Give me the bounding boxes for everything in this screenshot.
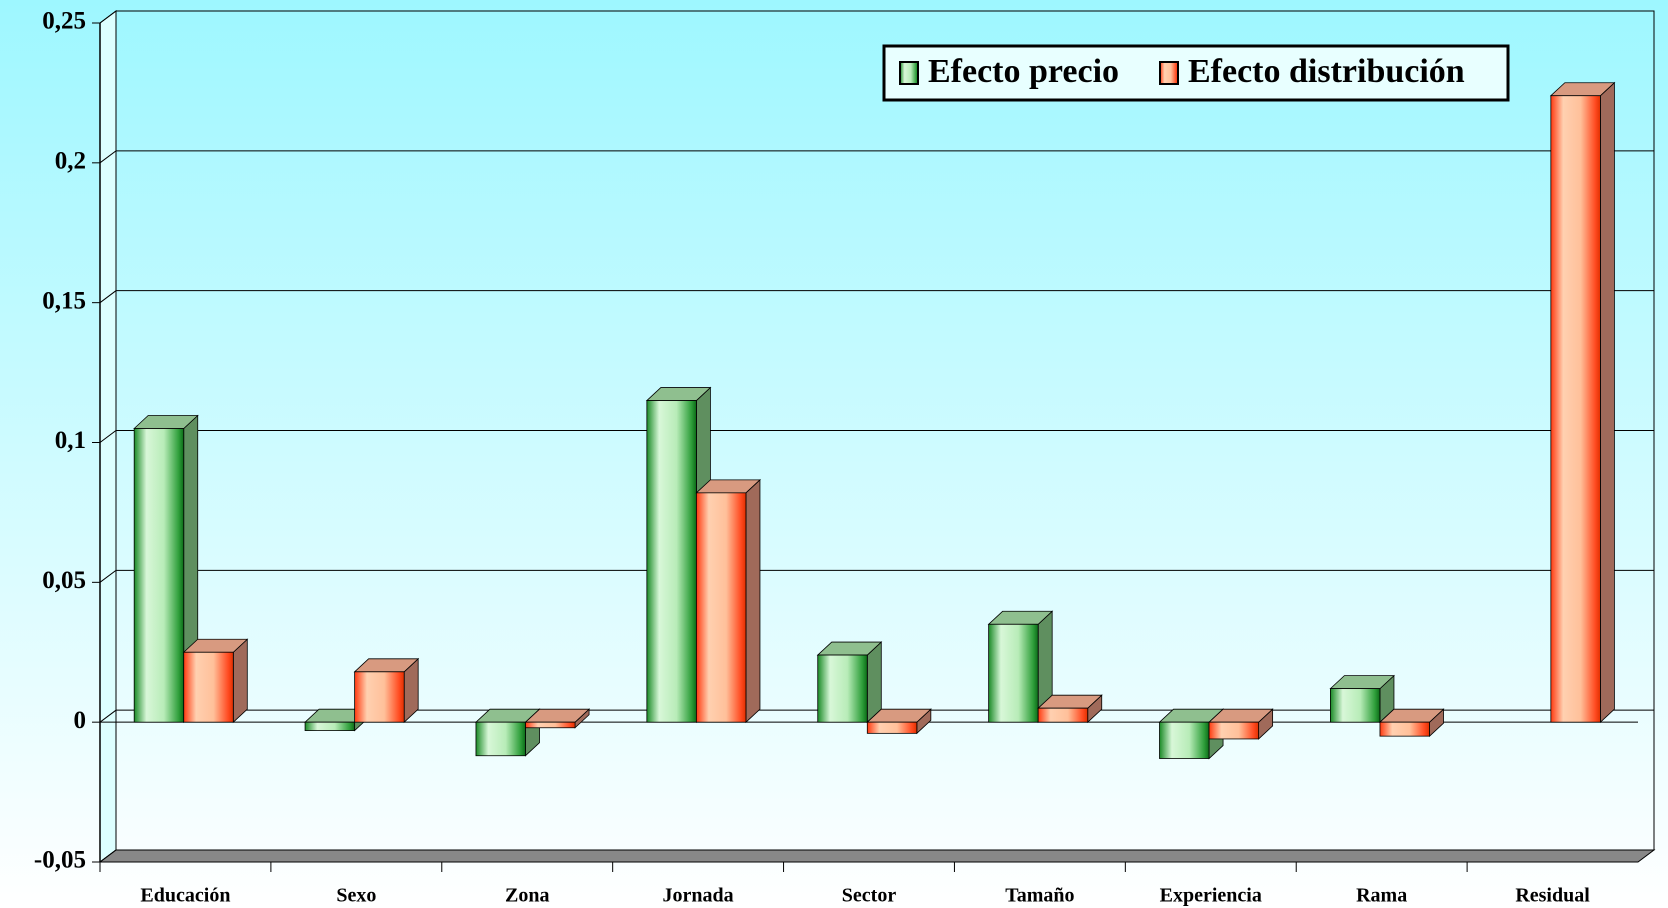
grid-line xyxy=(99,709,1654,723)
legend-label: Efecto distribución xyxy=(1188,53,1465,90)
legend-swatch xyxy=(1159,61,1179,85)
bar xyxy=(988,623,1039,723)
bar xyxy=(817,654,868,723)
x-tick-label: Zona xyxy=(505,885,549,907)
grid-line xyxy=(99,430,1654,443)
grid-line xyxy=(99,849,1654,863)
legend-label: Efecto precio xyxy=(928,53,1119,90)
y-tick-label: -0,05 xyxy=(34,847,86,874)
bar xyxy=(1037,707,1089,723)
bar xyxy=(696,492,747,723)
bar xyxy=(1330,688,1381,723)
bar xyxy=(525,721,576,729)
legend-swatch xyxy=(899,61,919,85)
bar xyxy=(304,721,356,731)
bar xyxy=(1159,721,1210,759)
bar-group xyxy=(645,386,712,724)
bar xyxy=(475,721,526,757)
bar-group xyxy=(1208,708,1274,740)
y-tick-label: 0,1 xyxy=(55,427,86,454)
grid-line xyxy=(99,150,1654,164)
y-tick-label: 0,2 xyxy=(55,148,86,175)
bar-side xyxy=(232,638,248,724)
floor xyxy=(98,849,1656,863)
x-tick-label: Jornada xyxy=(663,885,734,907)
bar-group xyxy=(695,478,761,724)
bar xyxy=(1379,721,1430,737)
y-tick-label: 0 xyxy=(74,707,87,734)
bar-group xyxy=(524,708,591,729)
x-tick-label: Residual xyxy=(1515,885,1590,907)
bar xyxy=(866,721,918,734)
y-tick-label: 0,15 xyxy=(42,287,86,314)
bar-group xyxy=(474,708,541,757)
bar xyxy=(646,400,697,723)
legend-box xyxy=(882,44,1510,102)
bar-group xyxy=(1549,81,1616,724)
bar xyxy=(133,428,185,723)
bar-group xyxy=(1037,694,1103,724)
x-tick-label: Sector xyxy=(842,885,897,907)
bar-group xyxy=(1329,674,1395,724)
bar-side xyxy=(745,478,761,724)
y-tick-label: 0,25 xyxy=(42,8,86,35)
bar-side xyxy=(1600,81,1615,724)
bar-group xyxy=(816,641,883,724)
bar xyxy=(1208,721,1260,740)
x-tick-label: Sexo xyxy=(336,885,376,907)
x-tick-label: Rama xyxy=(1356,885,1407,907)
bar-group xyxy=(353,657,420,724)
grid-line xyxy=(99,10,1654,24)
bar-side xyxy=(866,641,882,724)
bar xyxy=(1550,95,1601,723)
x-tick-label: Experiencia xyxy=(1160,885,1262,907)
bar-group xyxy=(1378,708,1445,738)
bar xyxy=(183,651,234,723)
x-tick-label: Tamaño xyxy=(1005,885,1074,907)
bar-group xyxy=(866,708,932,735)
legend: Efecto precio Efecto distribución xyxy=(882,44,1510,102)
bar-group xyxy=(987,610,1054,724)
bar-group xyxy=(182,638,249,724)
grid-line xyxy=(99,290,1654,304)
x-tick-label: Educación xyxy=(140,885,230,907)
y-tick-label: 0,05 xyxy=(42,567,86,594)
grid-line xyxy=(99,569,1654,583)
bar xyxy=(354,671,405,723)
